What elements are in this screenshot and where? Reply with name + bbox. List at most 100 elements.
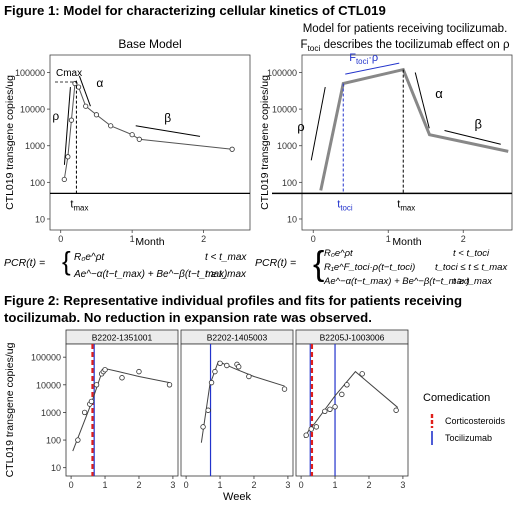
data-point: [229, 146, 235, 152]
facet-strip-label: B2202-1351001: [92, 333, 153, 343]
panel-a-xtick-label: 2: [201, 234, 206, 244]
equation-row3: Ae^−α(t−t_max) + Be^−β(t−t_max): [323, 276, 470, 287]
data-point: [327, 406, 333, 412]
panel-a-ytick-label: 10: [35, 214, 45, 224]
data-point: [102, 367, 108, 373]
beta-label: β: [164, 111, 171, 125]
panel-b-xtick-label: 2: [461, 234, 466, 244]
beta-slope: [135, 125, 201, 137]
data-point: [308, 426, 314, 432]
xtick-label: 3: [170, 480, 175, 490]
figure1-title: Figure 1: Model for characterizing cellu…: [4, 3, 386, 18]
xtick-label: 3: [400, 480, 405, 490]
xtick-label: 0: [69, 480, 74, 490]
equation-lhs: PCR(t) =: [255, 257, 296, 269]
equation-cond2: t ≥ t_max: [205, 269, 247, 280]
alpha-label: α: [96, 76, 103, 90]
figure2-ylabel: CTL019 transgene copies/ug: [4, 342, 16, 477]
panel-a-ytick-label: 100000: [15, 68, 45, 78]
equation-brace: {: [313, 245, 324, 283]
rho-slope: [310, 86, 326, 161]
equation-row1: R₀e^ρt: [324, 248, 353, 259]
ftoci-label: Ftoci·ρ: [349, 52, 378, 66]
panel-b-ytick-label: 1000: [277, 141, 297, 151]
beta-label: β: [475, 116, 482, 131]
data-point: [93, 112, 100, 118]
facet-strip-label: B2202-1405003: [207, 333, 268, 343]
equation-row2: Ae^−α(t−t_max) + Be^−β(t−t_max): [73, 269, 227, 280]
ytick-label: 100: [46, 436, 61, 446]
data-point: [224, 362, 230, 369]
legend-item-label: Corticosteroids: [445, 416, 506, 426]
ytick-label: 100000: [31, 353, 61, 363]
data-point: [61, 176, 67, 183]
data-point: [166, 382, 173, 388]
cmax-label: Cmax: [56, 68, 82, 79]
panel-a-xtick-label: 0: [58, 234, 63, 244]
data-point: [332, 404, 338, 410]
data-point: [212, 368, 218, 375]
data-point: [246, 373, 252, 380]
panel-a-ytick-label: 10000: [20, 105, 45, 115]
xtick-label: 2: [251, 480, 256, 490]
data-point: [303, 432, 309, 438]
ftoci-slope: [345, 62, 400, 75]
xtick-label: 2: [136, 480, 141, 490]
panel-b-title-line1: Model for patients receiving tocilizumab…: [303, 23, 508, 35]
base-model-title: Base Model: [118, 37, 181, 51]
data-point: [136, 368, 142, 375]
equation-cond1: t < t_toci: [453, 248, 490, 259]
alpha-label: α: [435, 86, 443, 101]
panel-b-ytick-label: 10: [287, 214, 297, 224]
data-point: [83, 103, 89, 109]
xtick-label: 2: [366, 480, 371, 490]
data-point: [75, 84, 82, 90]
beta-slope: [444, 130, 501, 145]
data-point: [93, 382, 100, 388]
tmax-label: tmax: [397, 198, 415, 212]
rho-label: ρ: [297, 119, 304, 134]
panel-b-xlabel: Month: [392, 236, 421, 248]
figure2-title-line2: tocilizumab. No reduction in expansion r…: [4, 310, 372, 325]
data-point: [108, 123, 114, 129]
data-point: [313, 424, 320, 430]
panel-b-xtick-label: 0: [311, 234, 316, 244]
alpha-slope: [78, 75, 91, 107]
data-point: [322, 408, 328, 414]
panel-a-xlabel: Month: [135, 236, 164, 248]
data-point: [344, 382, 350, 388]
equation-cond1: t < t_max: [205, 252, 247, 263]
ytick-label: 10000: [36, 380, 61, 390]
facet-panel-frame: [65, 343, 179, 477]
panel-b-ytick-label: 10000: [272, 105, 297, 115]
alpha-slope: [414, 72, 430, 129]
panel-b-plot-frame: [301, 54, 513, 231]
xtick-label: 1: [218, 480, 223, 490]
fit-line: [72, 367, 170, 452]
base-model-curve: [63, 82, 233, 180]
data-point: [129, 132, 135, 138]
ytick-label: 10: [51, 463, 61, 473]
panel-b-ytick-label: 100000: [267, 68, 297, 78]
ttoci-label: ttoci: [337, 198, 353, 212]
data-point: [65, 154, 71, 160]
equation-lhs: PCR(t) =: [4, 257, 45, 269]
figure2-title-line1: Figure 2: Representative individual prof…: [4, 293, 463, 308]
data-point: [281, 386, 288, 392]
ytick-label: 1000: [41, 408, 61, 418]
xtick-label: 3: [285, 480, 290, 490]
data-point: [136, 136, 142, 142]
legend-item-label: Tocilizumab: [445, 433, 492, 443]
equation-row1: R₀e^ρt: [74, 252, 105, 263]
panel-a-ytick-label: 1000: [25, 141, 45, 151]
panel-a-ytick-label: 100: [30, 178, 45, 188]
xtick-label: 0: [184, 480, 189, 490]
data-point: [68, 117, 75, 123]
data-point: [88, 398, 95, 405]
rho-label: ρ: [52, 109, 59, 123]
equation-cond2: t_toci ≤ t ≤ t_max: [435, 262, 508, 273]
panel-b-xtick-label: 1: [386, 234, 391, 244]
legend-title: Comedication: [423, 392, 490, 404]
panel-b-title-line2: Ftoci describes the tocilizumab effect o…: [300, 39, 510, 53]
